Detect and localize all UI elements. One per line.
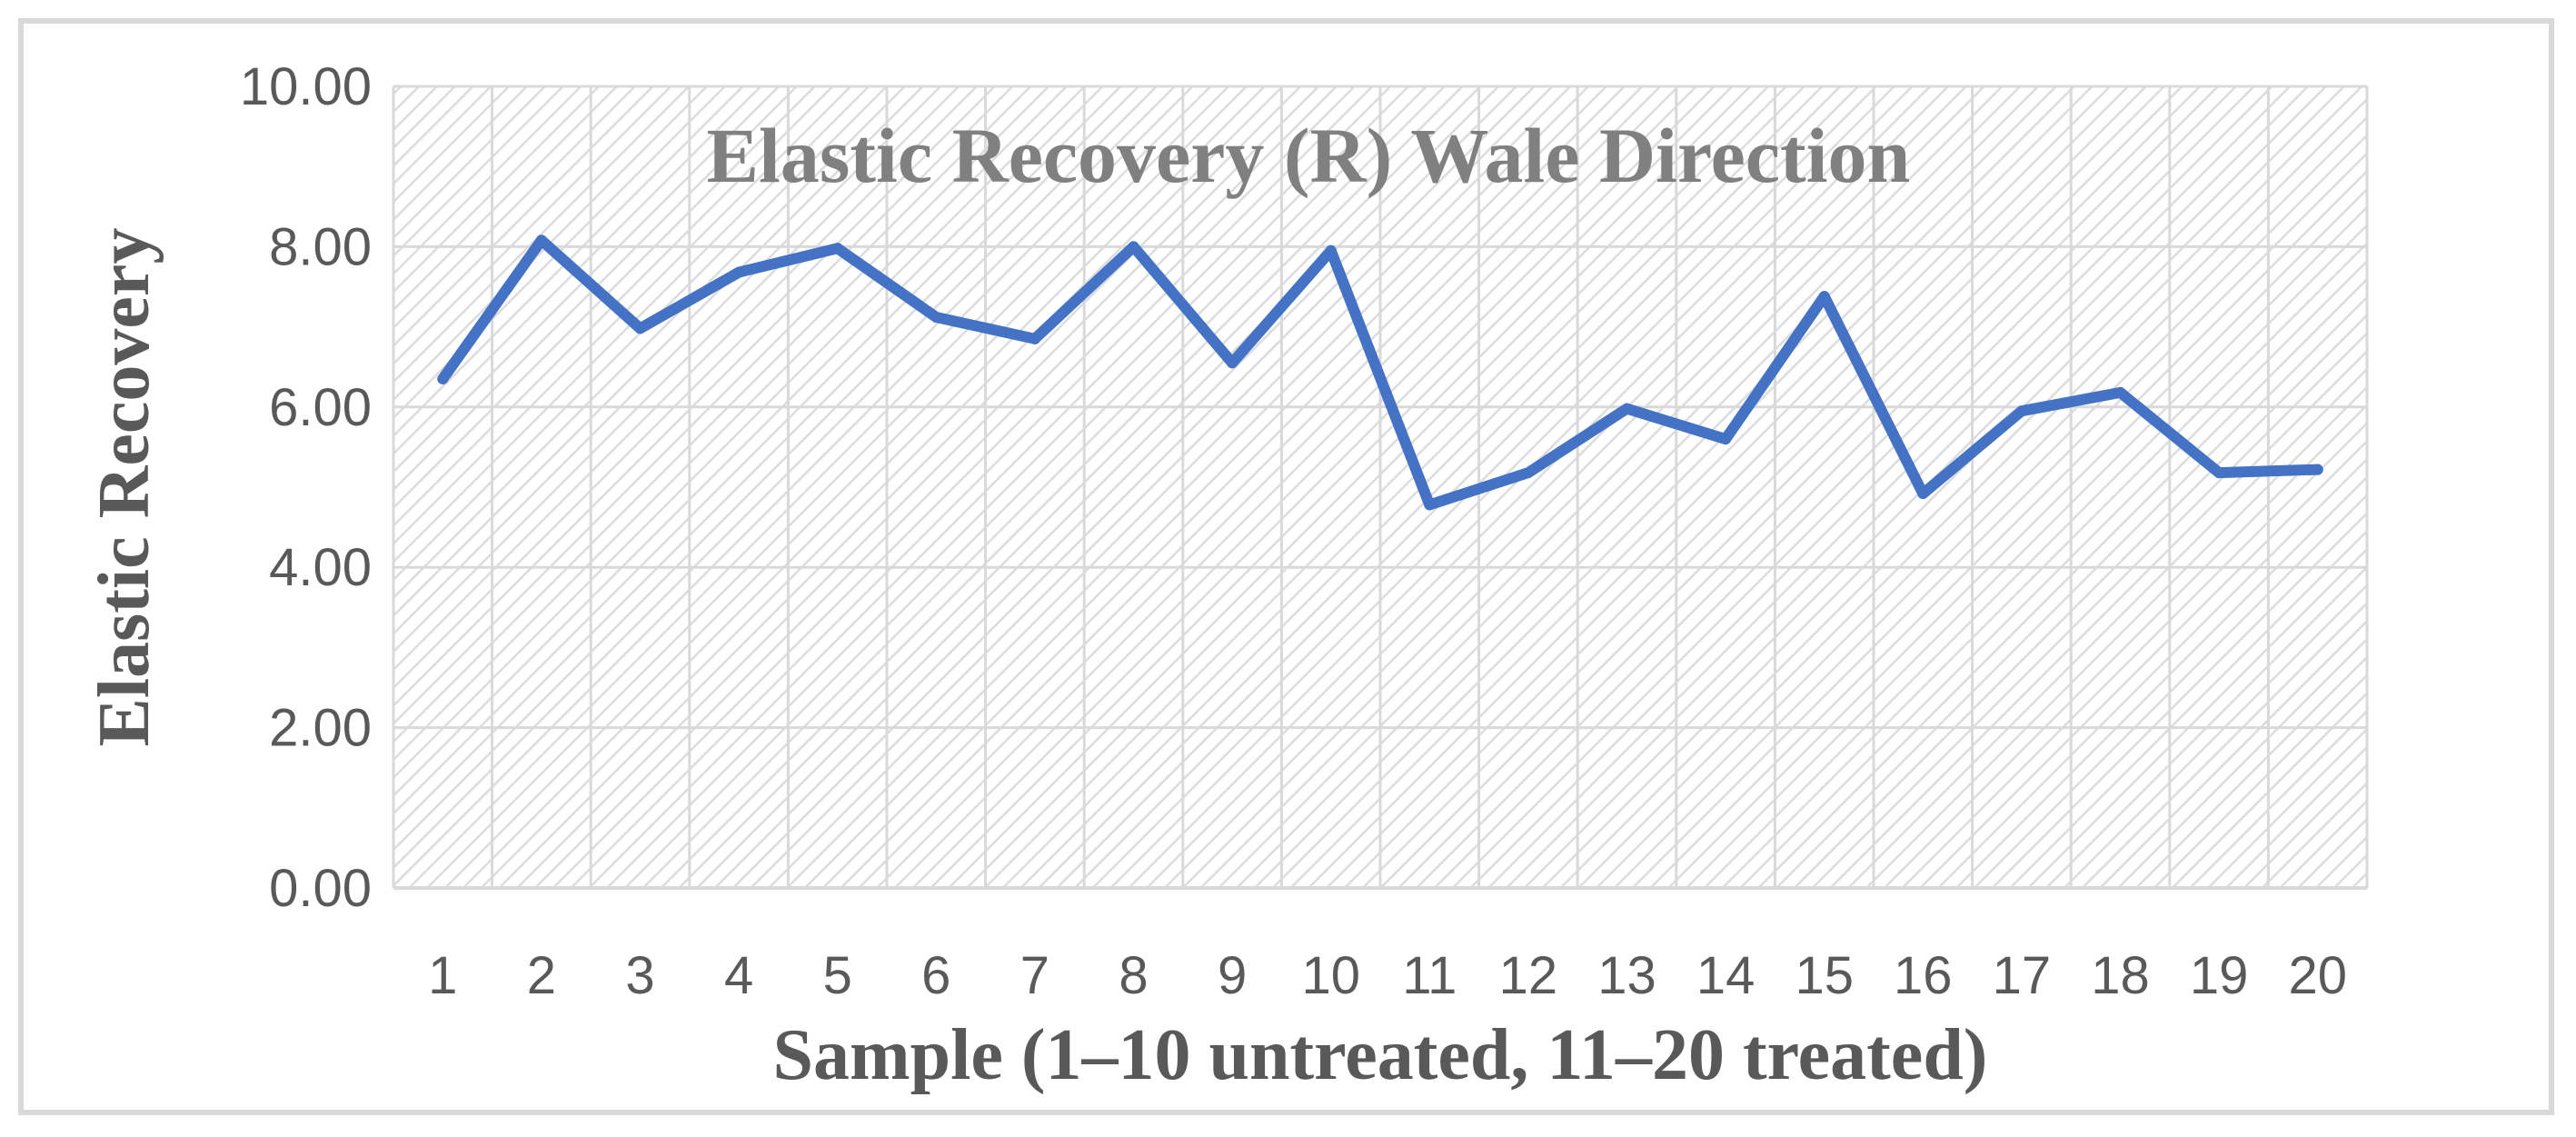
x-tick-label: 15 — [1795, 946, 1854, 1005]
x-tick-label: 10 — [1301, 946, 1360, 1005]
x-tick-label: 14 — [1696, 946, 1755, 1005]
x-tick-label: 16 — [1894, 946, 1953, 1005]
x-tick-label: 12 — [1499, 946, 1558, 1005]
data-point — [1029, 333, 1040, 344]
data-point — [1818, 291, 1830, 303]
x-tick-label: 4 — [724, 946, 753, 1005]
y-tick-label: 6.00 — [269, 378, 372, 437]
y-tick-label: 2.00 — [269, 699, 372, 758]
series-line — [437, 234, 2323, 511]
x-tick-label: 20 — [2288, 946, 2347, 1005]
chart-title: Elastic Recovery (R) Wale Direction — [707, 112, 1911, 199]
x-axis-title: Sample (1–10 untreated, 11–20 treated) — [773, 1015, 1988, 1095]
x-tick-label: 6 — [921, 946, 950, 1005]
y-tick-label: 0.00 — [269, 859, 372, 918]
x-tick-label: 1 — [428, 946, 457, 1005]
x-tick-label: 9 — [1218, 946, 1247, 1005]
data-point — [930, 312, 942, 324]
data-point — [634, 323, 646, 334]
y-axis-ticks: 0.00 2.00 4.00 6.00 8.00 10.00 — [240, 57, 372, 918]
x-tick-label: 11 — [1402, 946, 1457, 1005]
data-point — [1720, 434, 1732, 445]
x-tick-label: 8 — [1119, 946, 1148, 1005]
x-tick-label: 7 — [1020, 946, 1049, 1005]
y-tick-label: 4.00 — [269, 538, 372, 597]
data-point — [831, 243, 843, 254]
x-tick-label: 18 — [2091, 946, 2150, 1005]
data-point — [2312, 464, 2323, 475]
y-tick-label: 8.00 — [269, 217, 372, 276]
data-point — [1917, 488, 1929, 500]
data-point — [1227, 357, 1238, 369]
x-tick-label: 2 — [527, 946, 556, 1005]
data-point — [1621, 403, 1633, 414]
y-axis-title: Elastic Recovery — [85, 228, 164, 747]
x-axis-ticks: 1 2 3 4 5 6 7 8 9 10 11 12 13 14 15 16 17 18 19 20 — [428, 946, 2347, 1005]
data-point — [1522, 467, 1534, 479]
data-point — [2213, 467, 2225, 479]
data-point — [2015, 405, 2027, 417]
data-point — [535, 234, 547, 246]
data-point — [1325, 244, 1337, 256]
data-point — [1424, 499, 1436, 511]
x-tick-label: 13 — [1597, 946, 1656, 1005]
x-tick-label: 17 — [1993, 946, 2052, 1005]
y-tick-label: 10.00 — [240, 57, 372, 116]
data-point — [1128, 241, 1139, 253]
data-point — [437, 373, 449, 384]
data-point — [2114, 386, 2126, 398]
x-tick-label: 3 — [625, 946, 654, 1005]
data-point — [733, 266, 745, 278]
x-tick-label: 19 — [2190, 946, 2249, 1005]
x-tick-label: 5 — [823, 946, 852, 1005]
grid-lines — [392, 85, 2369, 890]
series-layer — [437, 234, 2323, 511]
